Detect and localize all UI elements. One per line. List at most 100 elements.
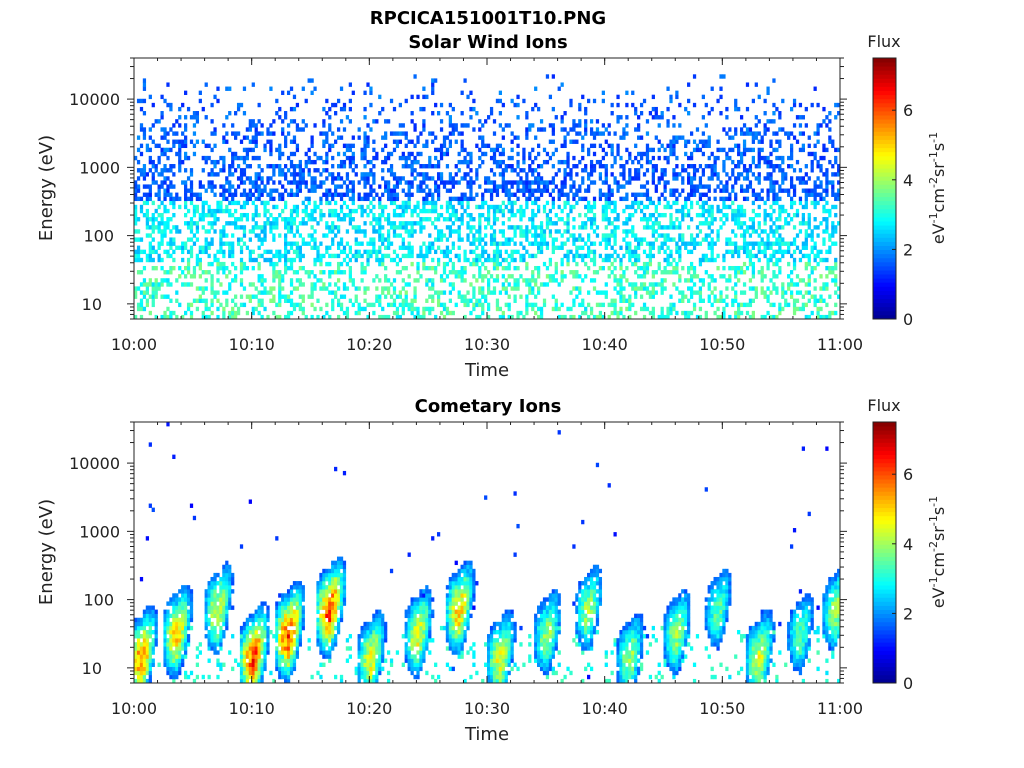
heatmap-cell [478, 155, 482, 161]
heatmap-cell [581, 176, 585, 181]
heatmap-cell [660, 314, 664, 320]
heatmap-cell [622, 221, 626, 226]
heatmap-cell [310, 237, 314, 242]
heatmap-cell [642, 302, 647, 308]
heatmap-cell [745, 245, 750, 250]
heatmap-cell [516, 225, 520, 230]
heatmap-cell [739, 131, 744, 136]
heatmap-cell [622, 229, 626, 234]
heatmap-cell [713, 257, 717, 263]
heatmap-cell [334, 225, 338, 230]
heatmap-cell [584, 221, 588, 226]
heatmap-cell [210, 290, 214, 295]
heatmap-cell [492, 180, 497, 185]
heatmap-cell [498, 98, 503, 104]
heatmap-cell [666, 314, 670, 320]
heatmap-cell [551, 164, 555, 169]
heatmap-cell [642, 282, 647, 287]
heatmap-cell [225, 86, 229, 91]
heatmap-cell [260, 200, 264, 206]
heatmap-cell [598, 159, 603, 165]
heatmap-cell [766, 164, 770, 169]
heatmap-cell [825, 302, 829, 308]
heatmap-cell [463, 249, 467, 255]
heatmap-cell [366, 172, 370, 177]
heatmap-cell [542, 184, 547, 189]
heatmap-cell [554, 298, 558, 303]
heatmap-cell [684, 212, 688, 218]
heatmap-cell [342, 192, 347, 197]
heatmap-cell [139, 204, 144, 210]
heatmap-cell [534, 102, 538, 108]
heatmap-cell [172, 184, 176, 189]
heatmap-cell [689, 237, 694, 242]
heatmap-cell [637, 265, 641, 271]
heatmap-cell [469, 159, 473, 165]
heatmap-cell [328, 229, 332, 234]
heatmap-cell [363, 147, 367, 153]
heatmap-cell [542, 237, 547, 242]
heatmap-cell [134, 290, 138, 295]
heatmap-cell [254, 123, 258, 128]
heatmap-cell [236, 184, 241, 189]
heatmap-cell [504, 278, 508, 283]
heatmap-cell [501, 168, 505, 173]
heatmap-cell [457, 290, 461, 295]
heatmap-cell [151, 257, 155, 263]
heatmap-cell [260, 168, 264, 173]
heatmap-cell [451, 212, 455, 218]
heatmap-cell [569, 314, 573, 320]
heatmap-cell [175, 229, 179, 234]
heatmap-cell [228, 212, 232, 218]
heatmap-cell [389, 221, 394, 226]
heatmap-cell [384, 274, 388, 279]
heatmap-cell [510, 155, 514, 161]
heatmap-cell [560, 261, 564, 267]
heatmap-cell [419, 164, 423, 169]
heatmap-cell [537, 151, 541, 157]
heatmap-cell [442, 139, 447, 144]
heatmap-cell [484, 265, 488, 271]
heatmap-cell [701, 192, 705, 197]
heatmap-cell [745, 184, 750, 189]
heatmap-cell [204, 298, 208, 303]
heatmap-cell [666, 245, 670, 250]
heatmap-cell [707, 143, 711, 149]
heatmap-cell [766, 294, 770, 299]
heatmap-cell [610, 253, 614, 259]
heatmap-cell [160, 168, 164, 173]
heatmap-cell [425, 139, 429, 144]
heatmap-cell [163, 168, 167, 173]
heatmap-cell [745, 172, 750, 177]
heatmap-cell [313, 274, 317, 279]
heatmap-cell [357, 225, 361, 230]
heatmap-cell [742, 221, 747, 226]
heatmap-cell [384, 265, 388, 271]
heatmap-cell [216, 265, 220, 271]
heatmap-cell [228, 314, 232, 320]
heatmap-cell [469, 90, 473, 96]
heatmap-cell [228, 253, 232, 259]
heatmap-cell [822, 298, 826, 303]
heatmap-cell [184, 221, 188, 226]
heatmap-cell [737, 164, 741, 169]
heatmap-cell [492, 229, 497, 234]
heatmap-cell [363, 233, 367, 238]
heatmap-cell [289, 164, 294, 169]
heatmap-cell [339, 261, 344, 267]
heatmap-cell [831, 310, 835, 316]
heatmap-cell [475, 204, 479, 210]
heatmap-cell [425, 164, 429, 169]
heatmap-cell [563, 229, 567, 234]
heatmap-cell [525, 131, 529, 136]
heatmap-cell [422, 176, 426, 181]
heatmap-cell [481, 135, 485, 140]
heatmap-cell [136, 188, 141, 193]
heatmap-cell [501, 188, 505, 193]
heatmap-cell [778, 212, 782, 218]
heatmap-cell [734, 164, 738, 169]
heatmap-cell [166, 131, 170, 136]
heatmap-cell [292, 302, 297, 308]
heatmap-cell [363, 221, 367, 226]
heatmap-cell [592, 131, 597, 136]
